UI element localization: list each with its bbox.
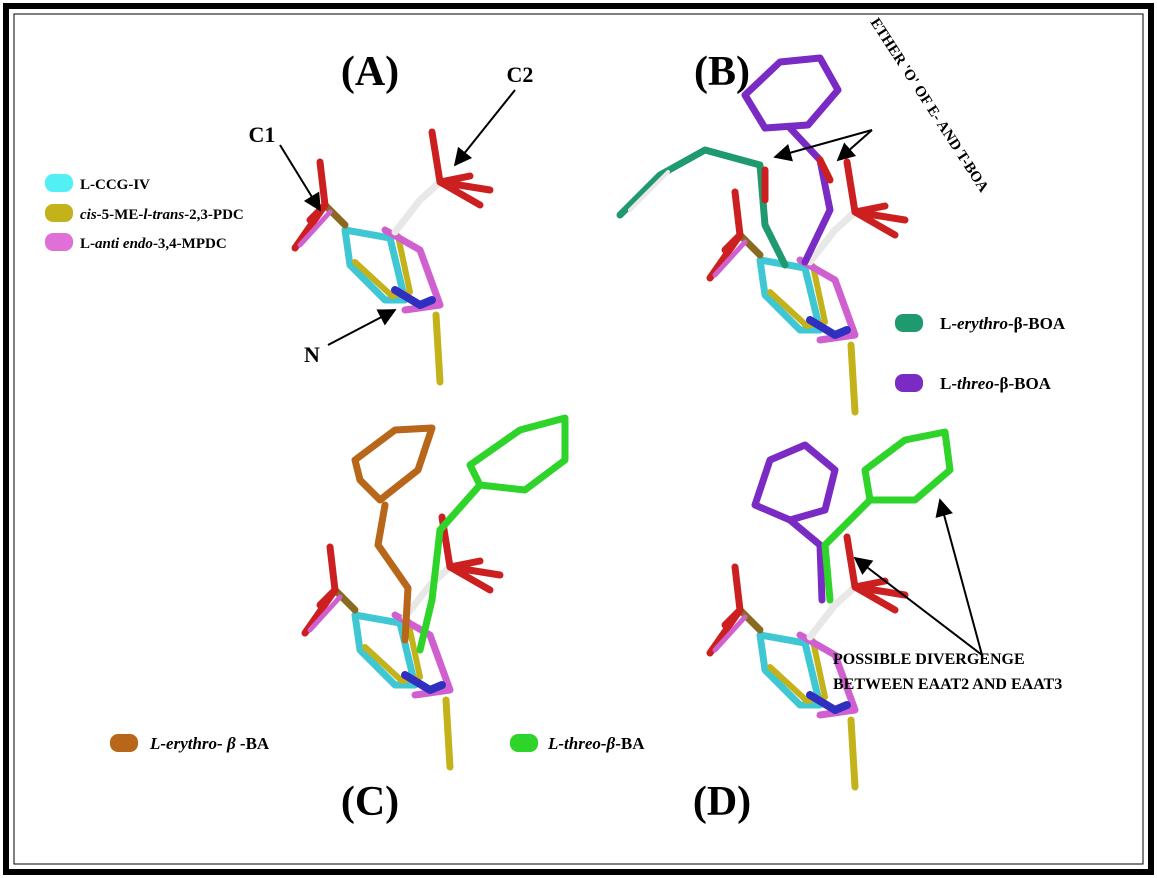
- legend-swatch: [45, 233, 73, 251]
- legend-text: L-erythro- β: [149, 734, 236, 753]
- legend-label: L-threo-β-BOA: [940, 374, 1052, 393]
- legend-swatch: [110, 734, 138, 752]
- panel-label: (B): [694, 49, 750, 95]
- legend-label: L-threo-β-BA: [547, 734, 645, 753]
- legend-label: L-anti endo-3,4-MPDC: [80, 236, 227, 252]
- figure: (A) (B) (C) (D) C1 C2 N ETHER 'O' OF E- …: [0, 0, 1157, 878]
- molecule-b-core: [710, 162, 905, 412]
- legend-text: cis: [80, 207, 97, 223]
- legend-text: erythro: [957, 314, 1008, 333]
- legend-text: anti endo: [95, 236, 153, 252]
- legend-text: -2,3-PDC: [184, 207, 244, 223]
- arrow: [280, 145, 320, 210]
- legend-text: threo: [957, 374, 994, 393]
- legend-text: -β-BOA: [1008, 314, 1066, 333]
- legend-text: -BA: [615, 734, 645, 753]
- legend-swatch: [45, 174, 73, 192]
- legend-text: L-CCG-IV: [80, 177, 150, 193]
- legend-label: L-erythro- β -BA: [149, 734, 270, 753]
- panel-label: (D): [693, 779, 751, 825]
- legend-text: L-: [940, 374, 957, 393]
- legend-label: L-CCG-IV: [80, 177, 150, 193]
- annotation: POSSIBLE DIVERGENGE: [833, 651, 1025, 668]
- legend-text: -3,4-MPDC: [153, 236, 227, 252]
- legend-text: L-: [80, 236, 95, 252]
- legend-label: cis-5-ME-l-trans-2,3-PDC: [80, 207, 244, 223]
- legend-swatch: [895, 314, 923, 332]
- legend-swatch: [895, 374, 923, 392]
- atom-label: N: [304, 342, 320, 367]
- atom-label: C1: [249, 122, 276, 147]
- molecule-c-extra: [355, 418, 565, 650]
- arrow: [455, 90, 515, 165]
- legend-text: l-trans: [143, 207, 184, 223]
- legend-text: -BA: [236, 734, 270, 753]
- arrow: [940, 500, 982, 655]
- panel-label: (C): [341, 779, 399, 825]
- legend-swatch: [45, 204, 73, 222]
- annotation: ETHER 'O' OF E- AND T-BOA: [867, 15, 992, 195]
- panel-label: (A): [341, 49, 399, 95]
- atom-label: C2: [507, 62, 534, 87]
- molecule-a: [295, 132, 490, 382]
- annotation: BETWEEN EAAT2 AND EAAT3: [833, 676, 1062, 693]
- legend-swatch: [510, 734, 538, 752]
- arrow: [328, 310, 395, 345]
- legend-text: L-threo-β: [547, 734, 616, 753]
- legend-text: -5-ME-: [97, 207, 144, 223]
- arrow: [855, 558, 982, 655]
- legend-text: -β-BOA: [994, 374, 1052, 393]
- legend-label: L-erythro-β-BOA: [940, 314, 1066, 333]
- legend-text: L-: [940, 314, 957, 333]
